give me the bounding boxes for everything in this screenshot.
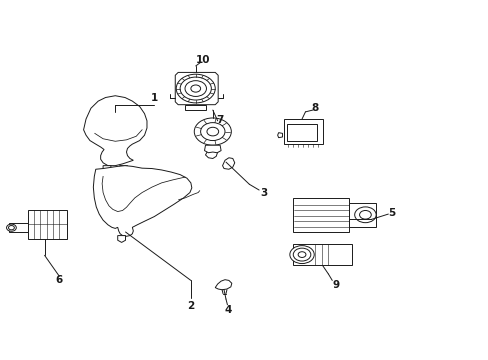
- Polygon shape: [103, 166, 111, 172]
- Circle shape: [6, 224, 16, 231]
- Text: 2: 2: [187, 301, 194, 311]
- Circle shape: [180, 77, 211, 100]
- Text: 5: 5: [387, 208, 395, 218]
- Text: 10: 10: [195, 55, 210, 65]
- Bar: [9, 223, 28, 232]
- Circle shape: [354, 207, 375, 223]
- Text: 1: 1: [150, 93, 158, 103]
- Text: 3: 3: [260, 188, 267, 198]
- Circle shape: [289, 246, 314, 264]
- Bar: [293, 198, 348, 232]
- Polygon shape: [215, 280, 231, 290]
- Polygon shape: [118, 235, 125, 242]
- Bar: [287, 125, 316, 140]
- Bar: [293, 244, 351, 265]
- Polygon shape: [120, 166, 127, 172]
- Text: 9: 9: [332, 280, 339, 290]
- Polygon shape: [222, 158, 234, 169]
- Polygon shape: [205, 148, 217, 158]
- Text: 7: 7: [216, 115, 224, 125]
- Bar: [283, 119, 323, 144]
- Polygon shape: [204, 145, 221, 153]
- Bar: [348, 203, 375, 226]
- Polygon shape: [93, 166, 191, 236]
- Text: 4: 4: [224, 305, 232, 315]
- Polygon shape: [277, 133, 282, 138]
- Text: 6: 6: [56, 275, 62, 285]
- Polygon shape: [175, 72, 218, 105]
- Bar: [184, 105, 206, 110]
- Bar: [27, 210, 67, 239]
- Polygon shape: [83, 96, 147, 166]
- Text: 8: 8: [311, 103, 318, 113]
- Circle shape: [194, 118, 231, 145]
